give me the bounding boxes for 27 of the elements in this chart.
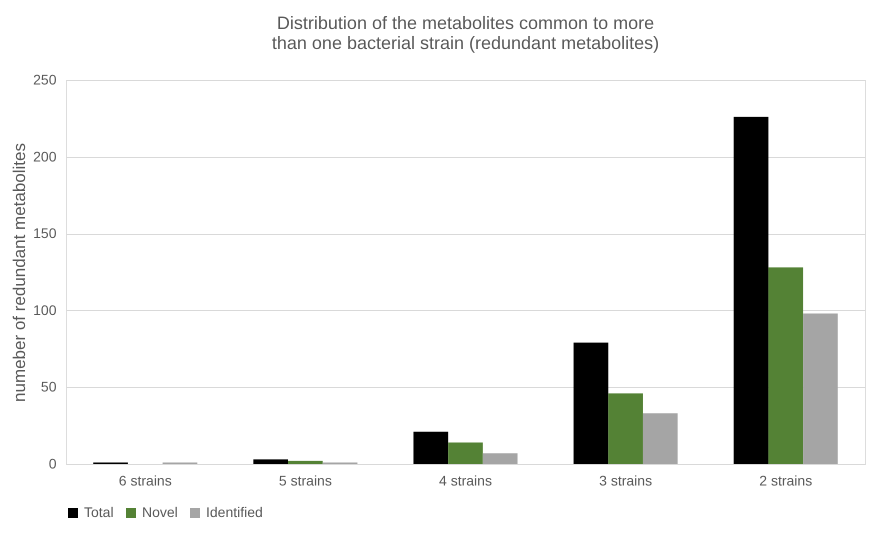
bar (608, 393, 643, 464)
chart-title: Distribution of the metabolites common to more than one bacterial strain (redundant metabolites) (272, 13, 660, 53)
legend-label: Novel (142, 504, 178, 520)
x-tick-label: 2 strains (759, 472, 812, 488)
x-tick-label: 5 strains (278, 472, 332, 488)
y-tick-label: 0 (48, 456, 57, 472)
y-axis-title: numeber of redundant metabolites (10, 143, 30, 402)
bar (413, 432, 448, 464)
x-tick-label: 4 strains (439, 472, 492, 488)
bar (642, 413, 678, 464)
bar (288, 460, 323, 464)
y-tick-label: 50 (40, 378, 57, 395)
bar (574, 342, 608, 464)
legend-label: Total (84, 504, 114, 520)
y-tick-label: 250 (33, 72, 57, 88)
legend-label: Identified (206, 504, 263, 520)
bar (734, 116, 768, 464)
y-tick-label: 150 (33, 225, 57, 242)
y-tick-label: 100 (33, 302, 57, 318)
y-tick-label: 200 (33, 148, 57, 164)
x-tick-label: 6 strains (118, 472, 172, 488)
bar (803, 313, 838, 464)
bar (768, 267, 804, 464)
bar (448, 442, 483, 464)
x-tick-label: 3 strains (599, 472, 652, 488)
bar (253, 459, 288, 464)
bar (482, 453, 518, 464)
